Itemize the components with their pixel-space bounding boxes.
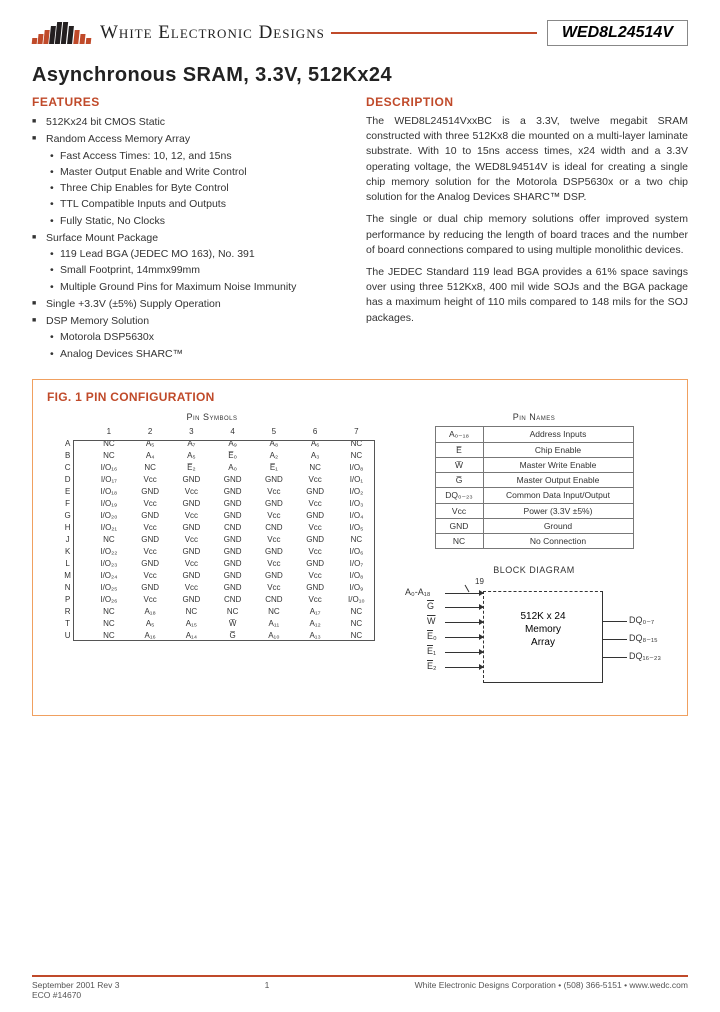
part-number: WED8L24514V bbox=[547, 20, 688, 46]
pin-names-title: Pin Names bbox=[395, 412, 673, 422]
pin-name-row: W̅Master Write Enable bbox=[435, 457, 633, 472]
footer-date: September 2001 Rev 3 bbox=[32, 980, 119, 990]
footer-eco: ECO #14670 bbox=[32, 990, 119, 1000]
header: White Electronic Designs WED8L24514V bbox=[32, 20, 688, 46]
pin-name-row: NCNo Connection bbox=[435, 533, 633, 548]
description-heading: DESCRIPTION bbox=[366, 95, 688, 109]
pin-name-row: A₀₋₁₈Address Inputs bbox=[435, 426, 633, 442]
footer-page: 1 bbox=[265, 980, 270, 1000]
feature-subitem: Three Chip Enables for Byte Control bbox=[50, 180, 346, 196]
footer-rule bbox=[32, 975, 688, 977]
feature-item: Single +3.3V (±5%) Supply Operation bbox=[32, 296, 346, 312]
pin-names-table: A₀₋₁₈Address InputsE̅Chip EnableW̅Master… bbox=[435, 426, 634, 549]
pin-name-row: E̅Chip Enable bbox=[435, 442, 633, 457]
feature-item: Random Access Memory ArrayFast Access Ti… bbox=[32, 131, 346, 229]
description-para: The WED8L24514VxxBC is a 3.3V, twelve me… bbox=[366, 114, 688, 205]
description-body: The WED8L24514VxxBC is a 3.3V, twelve me… bbox=[366, 114, 688, 326]
feature-subitem: TTL Compatible Inputs and Outputs bbox=[50, 196, 346, 212]
feature-subitem: Small Footprint, 14mmx99mm bbox=[50, 262, 346, 278]
feature-subitem: Multiple Ground Pins for Maximum Noise I… bbox=[50, 279, 346, 295]
fig1-box: FIG. 1 PIN CONFIGURATION Pin Symbols 123… bbox=[32, 379, 688, 716]
feature-subitem: 119 Lead BGA (JEDEC MO 163), No. 391 bbox=[50, 246, 346, 262]
description-para: The JEDEC Standard 119 lead BGA provides… bbox=[366, 265, 688, 326]
header-rule bbox=[331, 32, 537, 34]
block-box: 512K x 24MemoryArray bbox=[483, 591, 603, 683]
features-list: 512Kx24 bit CMOS StaticRandom Access Mem… bbox=[32, 114, 346, 362]
pin-name-row: VccPower (3.3V ±5%) bbox=[435, 503, 633, 518]
feature-subitem: Fast Access Times: 10, 12, and 15ns bbox=[50, 148, 346, 164]
pin-name-row: GNDGround bbox=[435, 518, 633, 533]
feature-item: Surface Mount Package119 Lead BGA (JEDEC… bbox=[32, 230, 346, 295]
logo bbox=[32, 22, 92, 44]
feature-subitem: Motorola DSP5630x bbox=[50, 329, 346, 345]
company-name: White Electronic Designs bbox=[100, 22, 325, 44]
feature-subitem: Fully Static, No Clocks bbox=[50, 213, 346, 229]
pin-name-row: DQ₀₋₂₃Common Data Input/Output bbox=[435, 487, 633, 503]
pin-name-row: G̅Master Output Enable bbox=[435, 472, 633, 487]
footer: September 2001 Rev 3 ECO #14670 1 White … bbox=[32, 975, 688, 1000]
pin-symbols-title: Pin Symbols bbox=[47, 412, 377, 422]
features-heading: FEATURES bbox=[32, 95, 346, 109]
page-title: Asynchronous SRAM, 3.3V, 512Kx24 bbox=[32, 64, 688, 87]
feature-subitem: Analog Devices SHARC™ bbox=[50, 346, 346, 362]
feature-item: 512Kx24 bit CMOS Static bbox=[32, 114, 346, 130]
pin-symbols-table: 1234567ANCA₅A₇A₉A₈A₆NCBNCA₄A₅E̅₀A₂A₃NCCI… bbox=[47, 426, 377, 642]
footer-company: White Electronic Designs Corporation • (… bbox=[415, 980, 688, 1000]
feature-item: DSP Memory SolutionMotorola DSP5630xAnal… bbox=[32, 313, 346, 362]
block-diagram: 512K x 24MemoryArrayA₀-A₁₈19GWE₀E₁E₂DQ₀₋… bbox=[405, 581, 635, 701]
block-diagram-heading: BLOCK DIAGRAM bbox=[395, 565, 673, 575]
feature-subitem: Master Output Enable and Write Control bbox=[50, 164, 346, 180]
fig1-heading: FIG. 1 PIN CONFIGURATION bbox=[47, 390, 673, 404]
description-para: The single or dual chip memory solutions… bbox=[366, 212, 688, 258]
